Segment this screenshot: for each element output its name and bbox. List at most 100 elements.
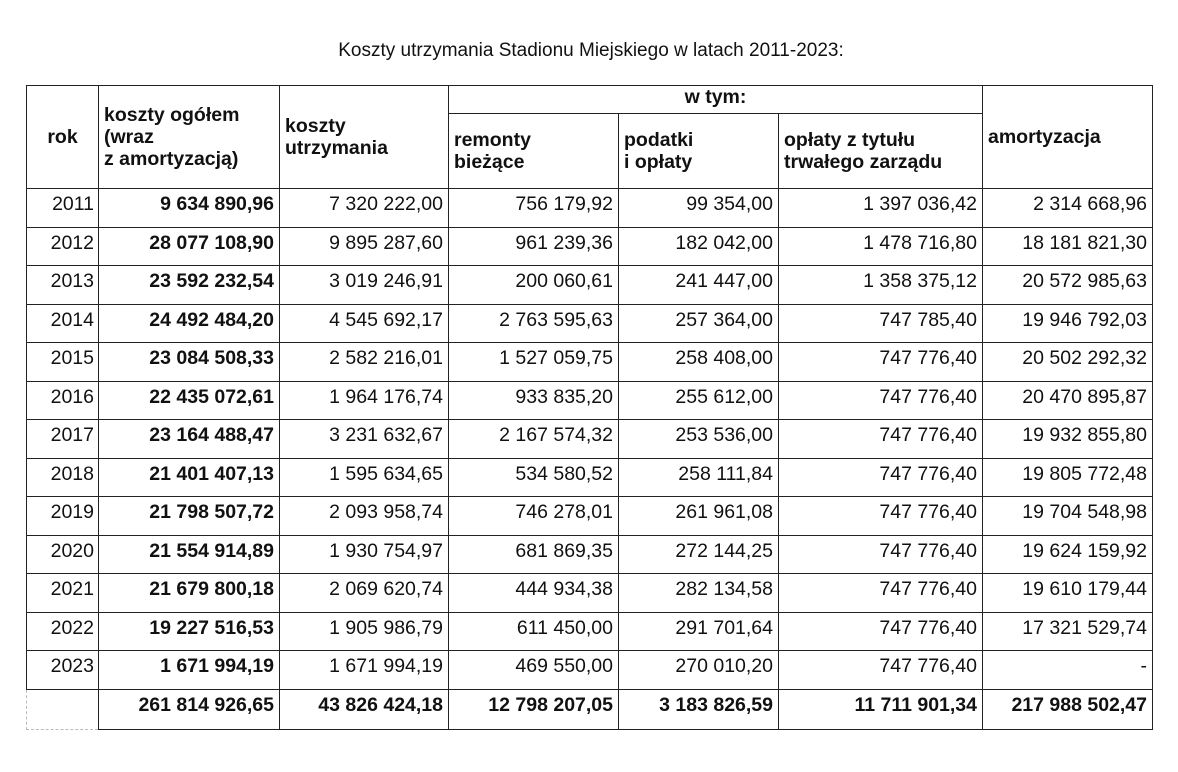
cell-remonty: 2 167 574,32 xyxy=(448,419,619,459)
cell-oplaty: 747 776,40 xyxy=(778,534,983,574)
header-line: podatki xyxy=(624,129,694,151)
cell-amortyzacja: - xyxy=(982,650,1153,690)
cell-koszty-ogolem: 21 679 800,18 xyxy=(98,573,280,613)
cell-koszty-ogolem: 9 634 890,96 xyxy=(98,188,280,228)
cell-podatki: 261 961,08 xyxy=(618,496,779,536)
total-podatki: 3 183 826,59 xyxy=(618,688,779,730)
total-remonty: 12 798 207,05 xyxy=(448,688,619,730)
cell-koszty-utrzymania: 1 671 994,19 xyxy=(279,650,449,690)
cell-koszty-ogolem: 21 401 407,13 xyxy=(98,457,280,497)
cell-remonty: 2 763 595,63 xyxy=(448,303,619,343)
cell-rok: 2018 xyxy=(26,457,99,497)
cell-podatki: 182 042,00 xyxy=(618,226,779,266)
cell-remonty: 611 450,00 xyxy=(448,611,619,651)
header-koszty-ogolem: koszty ogółem (wraz z amortyzacją) xyxy=(98,85,280,189)
cell-koszty-utrzymania: 3 019 246,91 xyxy=(279,265,449,305)
header-oplaty-trwaly-zarzad: opłaty z tytułu trwałego zarządu xyxy=(778,113,983,189)
cell-koszty-ogolem: 23 164 488,47 xyxy=(98,419,280,459)
header-line: opłaty z tytułu xyxy=(784,129,916,151)
cell-koszty-utrzymania: 9 895 287,60 xyxy=(279,226,449,266)
cell-amortyzacja: 17 321 529,74 xyxy=(982,611,1153,651)
cell-podatki: 255 612,00 xyxy=(618,380,779,420)
cell-amortyzacja: 20 470 895,87 xyxy=(982,380,1153,420)
table-row: 2016 22 435 072,61 1 964 176,74 933 835,20 2… xyxy=(26,380,1153,420)
cell-rok: 2015 xyxy=(26,342,99,382)
cell-podatki: 272 144,25 xyxy=(618,534,779,574)
cell-amortyzacja: 19 946 792,03 xyxy=(982,303,1153,343)
table-row: 2023 1 671 994,19 1 671 994,19 469 550,00 27… xyxy=(26,650,1153,690)
cell-koszty-utrzymania: 2 582 216,01 xyxy=(279,342,449,382)
cell-rok: 2021 xyxy=(26,573,99,613)
cell-amortyzacja: 20 502 292,32 xyxy=(982,342,1153,382)
cell-remonty: 681 869,35 xyxy=(448,534,619,574)
cell-koszty-utrzymania: 4 545 692,17 xyxy=(279,303,449,343)
cell-rok: 2013 xyxy=(26,265,99,305)
cell-amortyzacja: 19 704 548,98 xyxy=(982,496,1153,536)
cell-amortyzacja: 19 610 179,44 xyxy=(982,573,1153,613)
table-row: 2018 21 401 407,13 1 595 634,65 534 580,52 2… xyxy=(26,457,1153,497)
table-row: 2015 23 084 508,33 2 582 216,01 1 527 059,7… xyxy=(26,342,1153,382)
header-line: z amortyzacją) xyxy=(104,148,239,170)
cell-remonty: 469 550,00 xyxy=(448,650,619,690)
total-koszty-ogolem: 261 814 926,65 xyxy=(98,688,280,730)
table-row: 2014 24 492 484,20 4 545 692,17 2 763 595,6… xyxy=(26,303,1153,343)
cell-podatki: 291 701,64 xyxy=(618,611,779,651)
header-line: koszty xyxy=(285,115,346,137)
cell-koszty-ogolem: 23 592 232,54 xyxy=(98,265,280,305)
costs-table: rok koszty ogółem (wraz z amortyzacją) k… xyxy=(26,85,1153,730)
cell-oplaty: 747 776,40 xyxy=(778,650,983,690)
cell-koszty-ogolem: 23 084 508,33 xyxy=(98,342,280,382)
cell-rok: 2014 xyxy=(26,303,99,343)
header-koszty-utrzymania: koszty utrzymania xyxy=(279,85,449,189)
cell-rok: 2023 xyxy=(26,650,99,690)
cell-remonty: 961 239,36 xyxy=(448,226,619,266)
cell-podatki: 241 447,00 xyxy=(618,265,779,305)
cell-oplaty: 747 776,40 xyxy=(778,611,983,651)
cell-podatki: 99 354,00 xyxy=(618,188,779,228)
header-line: remonty xyxy=(454,129,531,151)
header-line: i opłaty xyxy=(624,151,693,173)
cell-oplaty: 747 776,40 xyxy=(778,380,983,420)
cell-rok: 2012 xyxy=(26,226,99,266)
cell-oplaty: 1 478 716,80 xyxy=(778,226,983,266)
table-row: 2021 21 679 800,18 2 069 620,74 444 934,38 2… xyxy=(26,573,1153,613)
header-amortyzacja: amortyzacja xyxy=(982,85,1153,189)
cell-koszty-utrzymania: 1 930 754,97 xyxy=(279,534,449,574)
cell-rok: 2019 xyxy=(26,496,99,536)
header-remonty: remonty bieżące xyxy=(448,113,619,189)
table-row: 2022 19 227 516,53 1 905 986,79 611 450,00 2… xyxy=(26,611,1153,651)
cell-remonty: 534 580,52 xyxy=(448,457,619,497)
cell-oplaty: 747 776,40 xyxy=(778,457,983,497)
table-row: 2019 21 798 507,72 2 093 958,74 746 278,01 2… xyxy=(26,496,1153,536)
header-line: (wraz xyxy=(104,126,154,148)
cell-rok: 2017 xyxy=(26,419,99,459)
cell-koszty-ogolem: 21 798 507,72 xyxy=(98,496,280,536)
cell-podatki: 257 364,00 xyxy=(618,303,779,343)
cell-remonty: 200 060,61 xyxy=(448,265,619,305)
cell-koszty-ogolem: 24 492 484,20 xyxy=(98,303,280,343)
header-line: utrzymania xyxy=(285,137,388,159)
cell-koszty-utrzymania: 1 905 986,79 xyxy=(279,611,449,651)
cell-amortyzacja: 18 181 821,30 xyxy=(982,226,1153,266)
cell-oplaty: 747 776,40 xyxy=(778,342,983,382)
cell-amortyzacja: 2 314 668,96 xyxy=(982,188,1153,228)
cell-remonty: 933 835,20 xyxy=(448,380,619,420)
cell-koszty-ogolem: 28 077 108,90 xyxy=(98,226,280,266)
cell-amortyzacja: 19 805 772,48 xyxy=(982,457,1153,497)
cell-remonty: 444 934,38 xyxy=(448,573,619,613)
cell-koszty-utrzymania: 2 069 620,74 xyxy=(279,573,449,613)
cell-rok: 2016 xyxy=(26,380,99,420)
table-row: 2020 21 554 914,89 1 930 754,97 681 869,35 2… xyxy=(26,534,1153,574)
cell-amortyzacja: 20 572 985,63 xyxy=(982,265,1153,305)
cell-koszty-utrzymania: 1 595 634,65 xyxy=(279,457,449,497)
total-koszty-utrzymania: 43 826 424,18 xyxy=(279,688,449,730)
cell-koszty-ogolem: 1 671 994,19 xyxy=(98,650,280,690)
cell-koszty-utrzymania: 3 231 632,67 xyxy=(279,419,449,459)
cell-koszty-ogolem: 22 435 072,61 xyxy=(98,380,280,420)
cell-podatki: 270 010,20 xyxy=(618,650,779,690)
header-rok: rok xyxy=(26,85,99,189)
document-title: Koszty utrzymania Stadionu Miejskiego w … xyxy=(338,40,844,61)
cell-podatki: 253 536,00 xyxy=(618,419,779,459)
header-line: bieżące xyxy=(454,151,525,173)
cell-remonty: 1 527 059,75 xyxy=(448,342,619,382)
